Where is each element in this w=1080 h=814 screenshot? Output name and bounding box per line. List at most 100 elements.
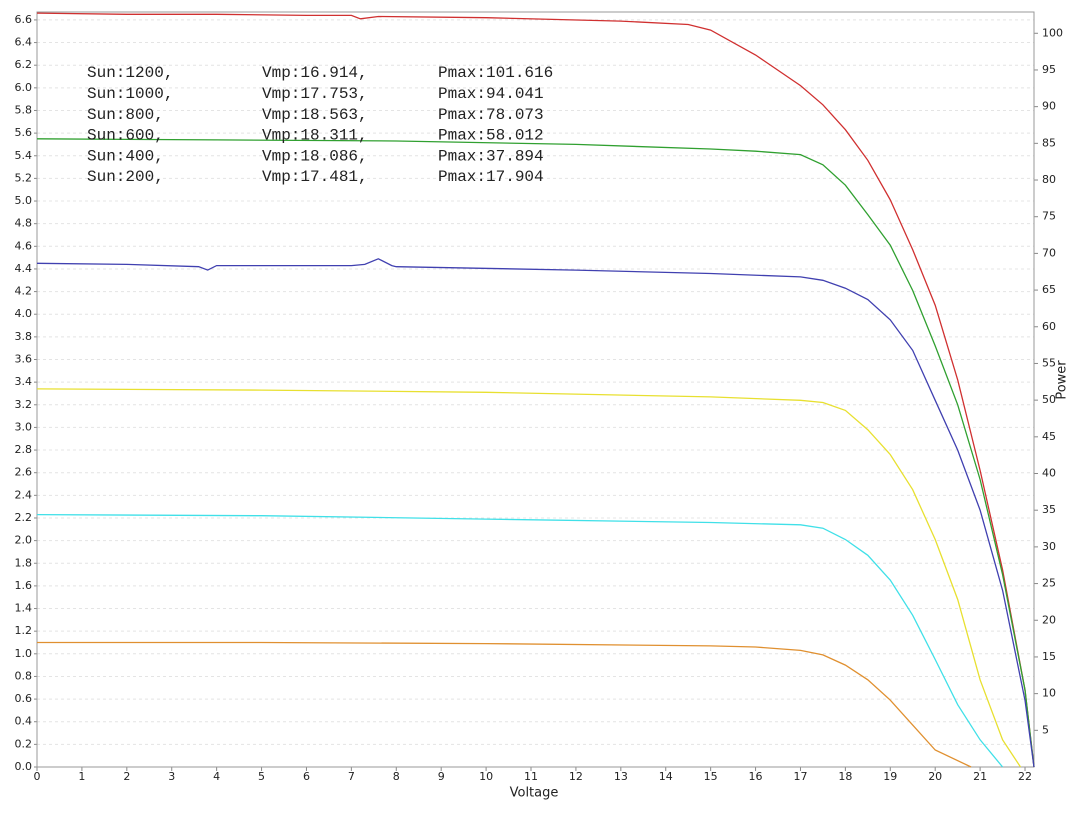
x-tick-label: 5 [258,770,265,783]
annotation: Pmax:58.012 [438,127,544,145]
y-tick-label: 2.0 [15,534,33,547]
x-tick-label: 11 [524,770,538,783]
y2-axis-title: Power [1055,360,1070,400]
y-tick-label: 5.6 [15,126,33,139]
annotation: Pmax:94.041 [438,85,544,103]
x-tick-label: 4 [213,770,220,783]
x-tick-label: 1 [78,770,85,783]
series-line [36,138,1035,768]
annotation: Vmp:17.481, [262,168,368,186]
annotation: Vmp:18.311, [262,127,368,145]
y2-tick-label: 95 [1042,63,1056,76]
y2-tick-label: 30 [1042,540,1056,553]
y-tick-label: 6.0 [15,81,33,94]
series-line [36,513,1004,768]
x-tick-label: 2 [123,770,130,783]
y-tick-label: 3.2 [15,398,33,411]
y-tick-label: 2.6 [15,466,33,479]
x-tick-label: 21 [973,770,987,783]
y2-tick-label: 90 [1042,100,1056,113]
y2-tick-label: 25 [1042,577,1056,590]
y-tick-label: 3.6 [15,353,33,366]
y-tick-label: 0.4 [15,715,33,728]
y2-tick-label: 75 [1042,210,1056,223]
annotation: Vmp:17.753, [262,85,368,103]
x-tick-label: 13 [614,770,628,783]
y2-tick-label: 85 [1042,136,1056,149]
y-tick-label: 4.0 [15,307,33,320]
annotation: Pmax:37.894 [438,147,544,165]
annotation: Sun:600, [87,127,164,145]
annotation: Sun:400, [87,147,164,165]
y-tick-label: 4.2 [15,285,33,298]
annotation: Sun:800, [87,106,164,124]
y2-tick-label: 60 [1042,320,1056,333]
series-line [36,388,1022,768]
x-tick-label: 22 [1018,770,1032,783]
y-tick-label: 5.2 [15,171,33,184]
x-tick-label: 20 [928,770,942,783]
y-tick-label: 1.6 [15,579,33,592]
y-tick-label: 0.0 [15,760,33,773]
y-tick-label: 5.8 [15,103,33,116]
y2-tick-label: 40 [1042,467,1056,480]
y-tick-label: 0.6 [15,692,33,705]
annotation: Vmp:18.563, [262,106,368,124]
y-tick-label: 2.4 [15,488,33,501]
x-tick-label: 8 [393,770,400,783]
x-axis-title: Voltage [510,786,559,801]
y2-tick-label: 100 [1042,26,1063,39]
y-tick-label: 6.4 [15,36,33,49]
y-tick-label: 1.8 [15,556,33,569]
x-tick-label: 9 [438,770,445,783]
x-tick-label: 16 [749,770,763,783]
y2-tick-label: 65 [1042,283,1056,296]
y-tick-label: 4.4 [15,262,33,275]
y-tick-label: 1.0 [15,647,33,660]
y2-tick-label: 80 [1042,173,1056,186]
series-line [36,258,1035,768]
y-tick-label: 1.2 [15,624,33,637]
x-tick-label: 10 [479,770,493,783]
x-tick-label: 7 [348,770,355,783]
x-tick-label: 15 [704,770,718,783]
x-tick-label: 3 [168,770,175,783]
y-tick-label: 3.8 [15,330,33,343]
annotation: Vmp:16.914, [262,64,368,82]
y-tick-label: 2.8 [15,443,33,456]
y2-tick-label: 70 [1042,246,1056,259]
annotation: Pmax:17.904 [438,168,544,186]
y2-tick-label: 45 [1042,430,1056,443]
y2-tick-label: 35 [1042,503,1056,516]
y2-tick-label: 5 [1042,723,1049,736]
annotation: Vmp:18.086, [262,147,368,165]
x-tick-label: 19 [883,770,897,783]
x-tick-label: 12 [569,770,583,783]
annotation: Sun:1000, [87,85,173,103]
y-tick-label: 3.4 [15,375,33,388]
annotation: Pmax:101.616 [438,64,553,82]
annotation: Sun:200, [87,168,164,186]
x-tick-label: 14 [659,770,673,783]
y-tick-label: 3.0 [15,420,33,433]
y-tick-label: 5.4 [15,149,33,162]
y-tick-label: 5.0 [15,194,33,207]
annotation: Sun:1200, [87,64,173,82]
x-tick-label: 0 [34,770,41,783]
y2-tick-label: 55 [1042,356,1056,369]
x-tick-label: 6 [303,770,310,783]
y-tick-label: 0.2 [15,737,33,750]
x-tick-label: 17 [793,770,807,783]
series-line [36,12,1035,768]
y-tick-label: 4.8 [15,217,33,230]
y2-tick-label: 15 [1042,650,1056,663]
y-tick-label: 0.8 [15,669,33,682]
y-tick-label: 4.6 [15,239,33,252]
y-tick-label: 1.4 [15,602,33,615]
y2-tick-label: 10 [1042,687,1056,700]
y2-tick-label: 20 [1042,613,1056,626]
series-line [37,641,972,768]
